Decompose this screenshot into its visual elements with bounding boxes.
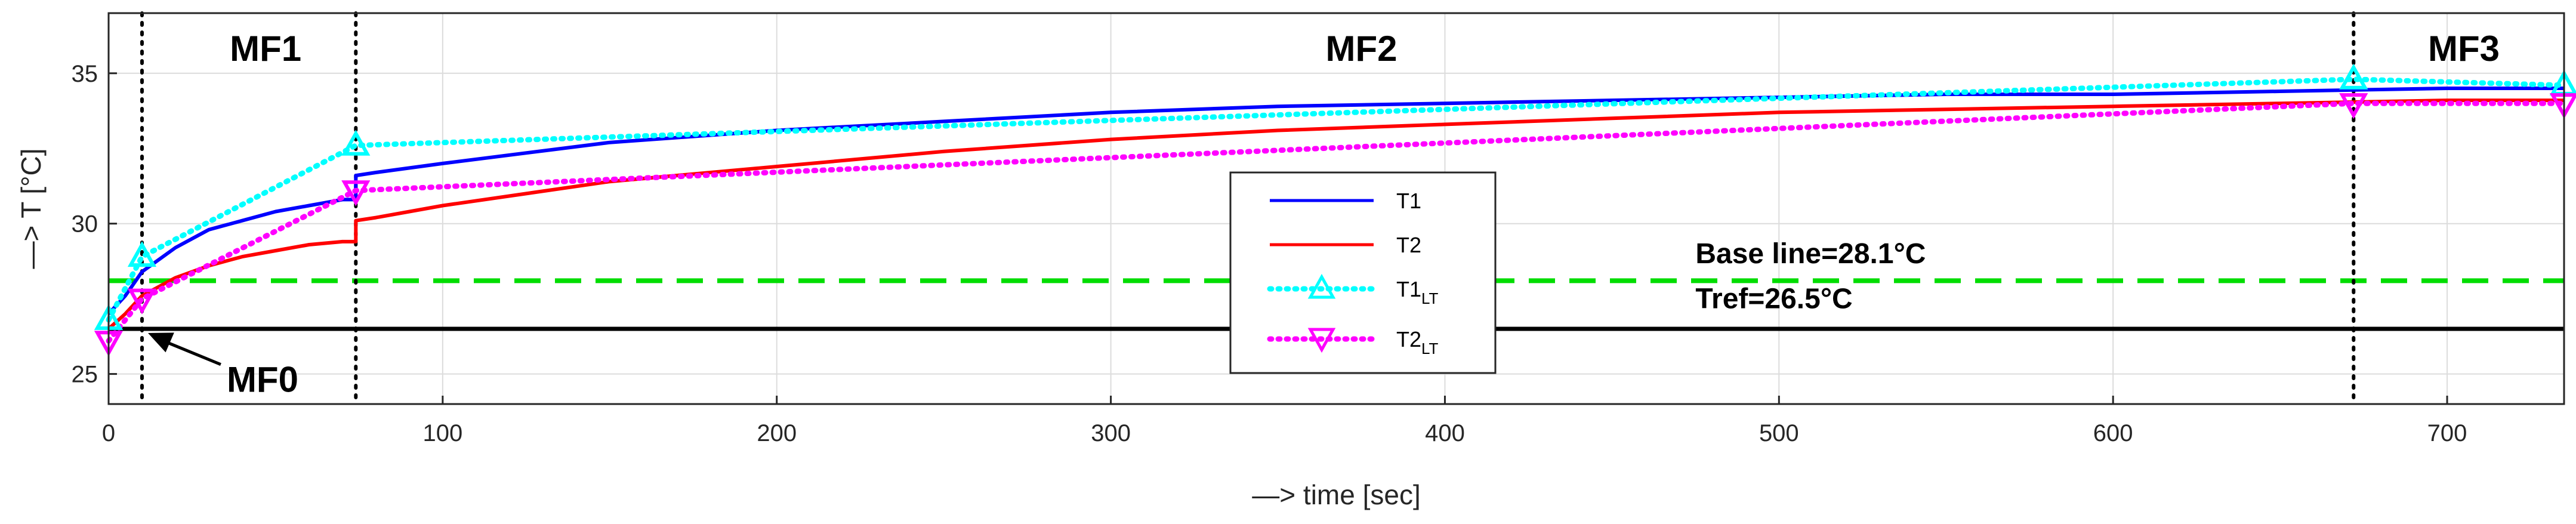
x-tick-label: 600 [2093,420,2133,446]
phase-boundaries [140,11,2356,406]
legend-label-t2: T2 [1396,233,1421,257]
x-tick-label: 0 [102,420,115,446]
legend-label-t1lt-main: T1 [1396,277,1421,301]
x-tick-label: 100 [422,420,462,446]
phase-label-mf3: MF3 [2428,29,2500,69]
y-tick-label: 35 [72,61,98,87]
x-tick-label: 300 [1091,420,1131,446]
phase-label-mf2: MF2 [1325,29,1397,69]
legend-label-t1: T1 [1396,189,1421,213]
baseline-label: Base line=28.1°C [1695,238,1926,270]
legend-marker-triangle-up-icon [1307,273,1336,299]
x-ticks: 0 100 200 300 400 500 600 700 [102,396,2467,446]
legend-marker-triangle-down-icon [1307,328,1336,353]
series-t2-lt-marker [341,180,371,206]
x-axis-label: —> time [sec] [1252,479,1420,510]
series-t1-lt-marker [341,130,371,156]
x-tick-label: 700 [2427,420,2467,446]
series-t2-lt-marker [127,288,157,315]
x-tick-label: 200 [757,420,797,446]
mf0-arrow-head-icon [147,332,174,353]
y-axis-label: —> T [°C] [16,148,47,269]
legend-box [1229,171,1497,374]
series-t1-lt-marker [2339,63,2368,90]
mf0-annotation: MF0 [147,332,298,400]
x-tick-label: 400 [1425,420,1465,446]
tref-label: Tref=26.5°C [1695,283,1852,315]
series-t1-line [107,87,2564,315]
series-t1-lt-line [106,76,2567,323]
mf0-label: MF0 [227,360,298,400]
y-ticks: 25 30 35 [72,61,117,388]
series-t2-lt-line [106,100,2567,344]
y-tick-label: 25 [72,362,98,388]
phase-label-mf1: MF1 [230,29,301,69]
legend-label-t2lt-sub: LT [1421,340,1439,357]
legend-label-t2lt: T2LT [1396,327,1439,357]
legend-label-t1lt: T1LT [1396,277,1439,307]
legend-label-t1-main: T1 [1396,189,1421,213]
legend: T1 T2 T1LT T2LT [1229,171,1497,374]
series-t1-lt-marker [127,241,157,267]
legend-label-t2-main: T2 [1396,233,1421,257]
plot-frame [107,12,2565,405]
x-tick-label: 500 [1759,420,1799,446]
legend-label-t1lt-sub: LT [1421,289,1439,307]
series-group [106,76,2567,344]
series-t2-lt-marker [2339,93,2368,119]
legend-label-t2lt-main: T2 [1396,327,1421,352]
y-tick-label: 30 [72,211,98,238]
